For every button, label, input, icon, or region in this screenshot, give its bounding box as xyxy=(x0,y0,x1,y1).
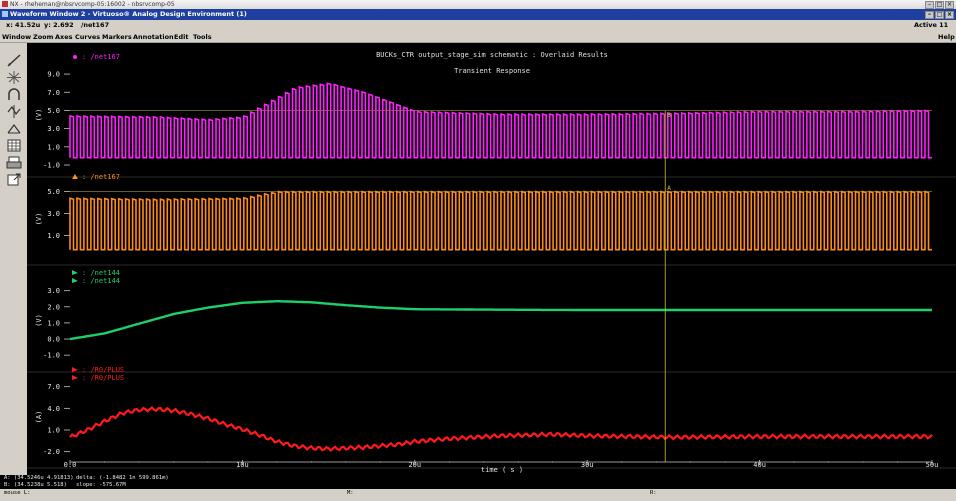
plot-title: BUCKs_CTR output_stage_sim schematic : O… xyxy=(376,51,608,59)
y-tick-label: -1.0 xyxy=(43,162,60,170)
y-tick-label: 0.0 xyxy=(47,336,60,344)
crosshair-icon[interactable] xyxy=(6,70,22,85)
y-axis-label: (V) xyxy=(35,213,43,226)
y-tick-label: 1.0 xyxy=(47,427,60,435)
y-tick-label: -1.0 xyxy=(43,352,60,360)
marker-a-label: A xyxy=(667,185,671,192)
outer-window-title: NX - rheheman@nbsrvcomp-05:16002 - nbsrv… xyxy=(10,1,175,8)
cursor-info-bar: x: 41.52u y: 2.692 /net167 Active 11 xyxy=(0,20,956,31)
menu-tools[interactable]: Tools xyxy=(193,31,212,43)
y-tick-label: 7.0 xyxy=(47,383,60,391)
export-icon[interactable] xyxy=(6,172,22,187)
waveform-trace-net167[interactable] xyxy=(70,192,932,250)
marker-b-readout: B: (34.5238u 5.518) xyxy=(4,482,67,488)
mouse-left-binding: mouse L: xyxy=(4,489,31,498)
y-tick-label: -2.0 xyxy=(43,448,60,456)
mouse-middle-binding: M: xyxy=(347,489,354,498)
slope-readout: slope: -575.67M xyxy=(76,482,126,488)
legend-marker xyxy=(72,278,78,283)
legend-label: : /net144 xyxy=(82,277,120,285)
waveform-trace-net167[interactable] xyxy=(70,83,932,157)
waveform-window-titlebar[interactable]: Waveform Window 2 - Virtuoso® Analog Des… xyxy=(0,9,956,20)
minimize-button[interactable]: – xyxy=(925,1,934,9)
left-toolbar xyxy=(0,43,27,483)
cursor-x-readout: x: 41.52u xyxy=(6,20,40,31)
x-axis-label: time ( s ) xyxy=(481,466,523,474)
delta-readout: delta: (-1.8482 1n 599.861m) xyxy=(76,475,169,481)
legend-marker xyxy=(72,375,78,380)
legend-marker xyxy=(72,367,78,372)
y-tick-label: 4.0 xyxy=(47,405,60,413)
legend-label: : /net144 xyxy=(82,269,120,277)
y-tick-label: 2.0 xyxy=(47,303,60,311)
y-tick-label: 3.0 xyxy=(47,210,60,218)
y-tick-label: 5.0 xyxy=(47,188,60,196)
y-tick-label: 1.0 xyxy=(47,319,60,327)
mouse-binding-bar: mouse L: M: R: xyxy=(0,489,956,501)
y-tick-label: 3.0 xyxy=(47,125,60,133)
waveform-chart[interactable]: BUCKs_CTR output_stage_sim schematic : O… xyxy=(27,43,956,475)
menu-annotation[interactable]: Annotation xyxy=(133,31,174,43)
legend-marker xyxy=(72,174,78,179)
y-tick-label: 9.0 xyxy=(47,71,60,79)
legend-label: : /net167 xyxy=(82,53,120,61)
waveform-window-title: Waveform Window 2 - Virtuoso® Analog Des… xyxy=(10,10,247,18)
app-icon xyxy=(2,1,8,7)
close-button[interactable]: × xyxy=(945,1,954,9)
marker-b-label: B xyxy=(667,112,671,119)
mouse-right-binding: R: xyxy=(650,489,657,498)
menu-axes[interactable]: Axes xyxy=(55,31,73,43)
maximize-button[interactable]: □ xyxy=(935,1,944,9)
y-axis-label: (V) xyxy=(35,314,43,327)
waveform-trace-R0PLUS[interactable] xyxy=(70,408,932,451)
menu-help[interactable]: Help xyxy=(938,31,955,43)
inner-maximize-button[interactable]: □ xyxy=(935,11,944,19)
y-tick-label: 1.0 xyxy=(47,143,60,151)
waveform-plot-area[interactable]: BUCKs_CTR output_stage_sim schematic : O… xyxy=(27,43,956,475)
marker-a-readout: A: (34.5246u 4.91813) xyxy=(4,475,74,481)
menu-curves[interactable]: Curves xyxy=(75,31,100,43)
y-tick-label: 1.0 xyxy=(47,232,60,240)
menu-edit[interactable]: Edit xyxy=(174,31,188,43)
menu-bar: Window Zoom Axes Curves Markers Annotati… xyxy=(0,31,956,43)
pencil-icon[interactable] xyxy=(6,53,22,68)
menu-markers[interactable]: Markers xyxy=(102,31,132,43)
waveform-icon xyxy=(2,11,8,17)
plot-subtitle: Transient Response xyxy=(454,67,530,75)
y-axis-label: (V) xyxy=(35,109,43,122)
y-axis-label: (A) xyxy=(35,411,43,424)
legend-marker xyxy=(72,270,78,275)
marker-status-bar: A: (34.5246u 4.91813) B: (34.5238u 5.518… xyxy=(0,475,956,489)
magnet-icon[interactable] xyxy=(6,87,22,102)
legend-label: : /R0/PLUS xyxy=(82,374,124,382)
legend-label: : /R0/PLUS xyxy=(82,366,124,374)
y-tick-label: 5.0 xyxy=(47,107,60,115)
y-tick-label: 7.0 xyxy=(47,89,60,97)
delta-icon[interactable] xyxy=(6,121,22,136)
zoom-icon[interactable] xyxy=(6,104,22,119)
menu-window[interactable]: Window xyxy=(2,31,31,43)
outer-window-titlebar[interactable]: NX - rheheman@nbsrvcomp-05:16002 - nbsrv… xyxy=(0,0,956,9)
waveform-trace-net144[interactable] xyxy=(70,301,932,339)
cursor-y-readout: y: 2.692 xyxy=(44,20,74,31)
inner-minimize-button[interactable]: – xyxy=(925,11,934,19)
inner-close-button[interactable]: × xyxy=(945,11,954,19)
table-icon[interactable] xyxy=(6,138,22,153)
legend-marker xyxy=(73,55,77,59)
print-icon[interactable] xyxy=(6,155,22,170)
y-tick-label: 3.0 xyxy=(47,287,60,295)
legend-label: : /net167 xyxy=(82,173,120,181)
selected-trace: /net167 xyxy=(81,20,109,31)
menu-zoom[interactable]: Zoom xyxy=(33,31,53,43)
active-indicator: Active 11 xyxy=(914,20,948,31)
